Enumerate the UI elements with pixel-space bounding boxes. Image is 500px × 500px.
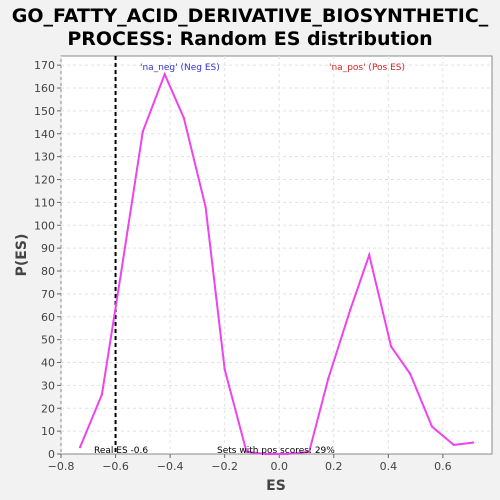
chart-title-line-1: GO_FATTY_ACID_DERIVATIVE_BIOSYNTHETIC_ <box>12 5 489 27</box>
x-tick-label: −0.6 <box>102 460 129 473</box>
y-tick-label: 170 <box>34 59 55 72</box>
y-tick-label: 110 <box>34 196 55 209</box>
y-tick-label: 120 <box>34 174 55 187</box>
data-point <box>409 373 411 375</box>
y-tick-label: 30 <box>41 379 55 392</box>
y-tick-label: 40 <box>41 357 55 370</box>
annotation-neg-es: 'na_neg' (Neg ES) <box>140 63 220 73</box>
plot-area <box>61 56 492 454</box>
annotation-pos-es: 'na_pos' (Pos ES) <box>329 63 405 73</box>
data-point <box>120 272 122 274</box>
y-tick-label: 100 <box>34 219 55 232</box>
data-point <box>327 377 329 379</box>
y-tick-label: 10 <box>41 425 55 438</box>
y-tick-label: 60 <box>41 311 55 324</box>
x-tick-label: −0.4 <box>157 460 184 473</box>
annotation-real-es: Real ES -0.6 <box>94 446 148 456</box>
data-point <box>390 345 392 347</box>
y-tick-label: 90 <box>41 242 55 255</box>
y-tick-label: 140 <box>34 128 55 141</box>
x-tick-label: 0.6 <box>434 460 452 473</box>
data-point <box>79 446 81 448</box>
data-point <box>163 73 165 75</box>
data-point <box>183 117 185 119</box>
data-point <box>349 309 351 311</box>
x-axis-label: ES <box>266 478 286 494</box>
x-tick-label: 0.4 <box>380 460 398 473</box>
data-point <box>101 393 103 395</box>
data-point <box>204 206 206 208</box>
y-tick-label: 150 <box>34 105 55 118</box>
data-point <box>142 130 144 132</box>
y-tick-label: 50 <box>41 334 55 347</box>
annotation-pos-scores: Sets with pos scores: 29% <box>217 446 335 456</box>
chart-title-line-2: PROCESS: Random ES distribution <box>67 28 432 50</box>
data-point <box>472 441 474 443</box>
y-tick-label: 160 <box>34 82 55 95</box>
x-tick-label: 0.2 <box>325 460 343 473</box>
y-tick-label: 80 <box>41 265 55 278</box>
y-tick-label: 130 <box>34 151 55 164</box>
x-tick-label: −0.2 <box>211 460 238 473</box>
x-tick-label: 0.0 <box>270 460 288 473</box>
data-point <box>223 368 225 370</box>
y-tick-label: 70 <box>41 288 55 301</box>
data-point <box>368 254 370 256</box>
y-axis-label: P(ES) <box>14 234 30 277</box>
y-tick-label: 20 <box>41 402 55 415</box>
x-tick-label: −0.8 <box>48 460 75 473</box>
data-point <box>453 444 455 446</box>
data-point <box>431 425 433 427</box>
y-tick-label: 0 <box>48 448 55 461</box>
